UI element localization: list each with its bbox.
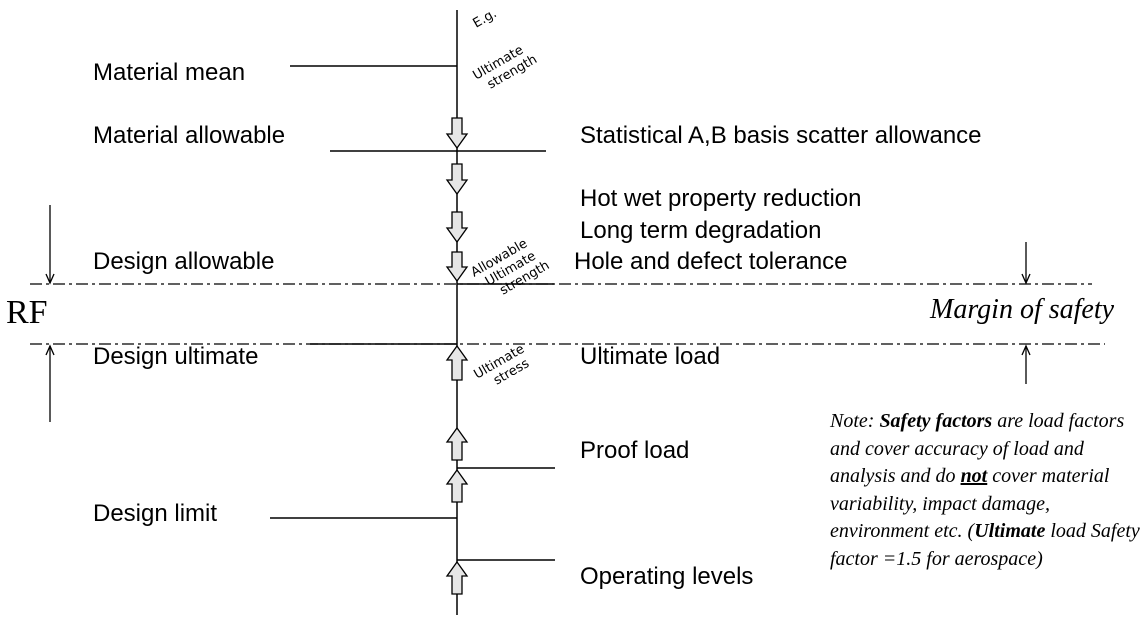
margin-of-safety-label: Margin of safety [930, 294, 1115, 325]
rf-top-arrowhead [45, 273, 55, 285]
margin-bottom-arrowhead [1021, 344, 1031, 356]
note-ultimate: Ultimate [974, 520, 1046, 542]
rf-label: RF [6, 294, 48, 331]
eg-annotation: E.g. [471, 6, 500, 31]
note-part-1: are load factors and cover accuracy of l… [830, 410, 1125, 487]
label-long-term: Long term degradation [580, 217, 822, 244]
label-material-mean: Material mean [93, 59, 246, 86]
note-paren-open: ( [967, 520, 975, 542]
margin-top-arrowhead [1021, 273, 1031, 285]
label-design-allowable: Design allowable [93, 248, 275, 275]
up-arrow-3 [445, 468, 469, 503]
label-scatter-allowance: Statistical A,B basis scatter allowance [580, 122, 982, 149]
label-design-ultimate: Design ultimate [93, 343, 259, 370]
note-part-3: load Safety factor =1.5 for aerospace) [830, 520, 1140, 570]
note-prefix: Note: [830, 410, 880, 432]
up-arrow-4 [445, 560, 469, 595]
label-proof-load: Proof load [580, 437, 690, 464]
label-hole-defect: Hole and defect tolerance [574, 248, 848, 275]
down-arrow-4 [445, 251, 469, 283]
ultimate-stress-annotation: Ultimate stress [472, 342, 533, 389]
label-material-allowable: Material allowable [93, 122, 286, 149]
allowable-ultimate-strength-annotation: Allowable Ultimate strength [469, 236, 553, 298]
ultimate-strength-annotation: Ultimate strength [471, 43, 540, 93]
label-ultimate-load: Ultimate load [580, 343, 721, 370]
note-safety-factors: Safety factors [879, 410, 993, 432]
up-arrow-2 [445, 426, 469, 461]
label-hot-wet: Hot wet property reduction [580, 185, 862, 212]
note-part-2: cover material variability, impact damag… [830, 465, 1110, 542]
note-not: not [960, 465, 988, 487]
up-arrow-1 [445, 344, 469, 381]
down-arrow-3 [445, 211, 469, 244]
rf-bottom-arrowhead [45, 344, 55, 356]
safety-factor-note: Note: Safety factors are load factors an… [830, 408, 1140, 573]
label-design-limit: Design limit [93, 500, 218, 527]
down-arrow-2 [445, 163, 469, 196]
label-operating-levels: Operating levels [580, 563, 754, 590]
down-arrow-1 [445, 117, 469, 150]
